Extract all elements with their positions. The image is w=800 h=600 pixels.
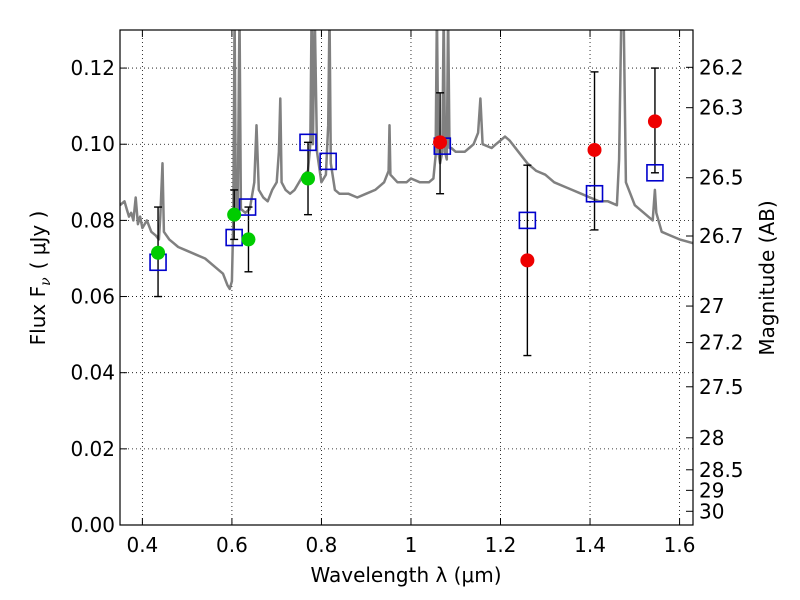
y-tick-label: 0.06 (70, 285, 115, 309)
model-photometry-square (319, 152, 337, 171)
x-tick-label: 0.4 (126, 533, 158, 557)
x-tick-label: 0.8 (306, 533, 338, 557)
y-axis-title-subscript: ν (38, 277, 54, 286)
model-photometry-square (585, 184, 604, 203)
y-tick-label: 0.00 (70, 513, 115, 537)
optical-data-point (301, 171, 316, 186)
y-axis-title-unit: ( μJy ) (26, 211, 50, 270)
y-tick-labels: 0.00 0.02 0.04 0.06 0.08 0.10 0.12 (70, 56, 115, 537)
spectrum-line (120, 30, 693, 291)
nir-data-point (433, 135, 448, 150)
y-axis-title: Flux Fν ( μJy ) (26, 211, 54, 346)
y2-tick-label: 26.7 (699, 224, 744, 248)
nir-data-point (587, 142, 602, 157)
x-axis-title: Wavelength λ (μm) (310, 563, 501, 587)
y-tick-label: 0.12 (70, 56, 115, 80)
model-photometry-square (299, 133, 317, 152)
y2-tick-label: 26.5 (699, 166, 744, 190)
model-photometry-square (646, 163, 664, 182)
x-tick-labels: 0.4 0.6 0.8 1 1.2 1.4 1.6 (126, 533, 695, 557)
optical-data-point (151, 245, 166, 260)
x-tick-label: 1.6 (664, 533, 696, 557)
x-tick-label: 1.4 (574, 533, 606, 557)
plot-background (120, 30, 693, 525)
model-spectrum (120, 30, 693, 291)
y-tick-label: 0.08 (70, 208, 115, 232)
nir-data-point (647, 114, 662, 129)
data-markers (149, 114, 664, 272)
grid-lines (120, 30, 693, 525)
y2-tick-label: 27 (699, 294, 724, 318)
y-tick-label: 0.10 (70, 132, 115, 156)
y-axis-title-main: Flux F (26, 286, 50, 345)
y2-tick-label: 29 (699, 478, 724, 502)
y2-tick-label: 30 (699, 499, 724, 523)
y2-tick-label: 26.2 (699, 55, 744, 79)
optical-data-point (227, 207, 242, 222)
y2-tick-label: 28.5 (699, 458, 744, 482)
svg-text:Flux Fν( μJy ): Flux Fν ( μJy ) (26, 211, 54, 346)
nir-data-point (520, 253, 535, 268)
y2-tick-label: 27.5 (699, 375, 744, 399)
axis-ticks (120, 30, 693, 526)
y2-axis-title: Magnitude (AB) (755, 200, 779, 355)
model-photometry-square (518, 211, 537, 230)
plot-frame (119, 29, 694, 526)
model-photometry-square (238, 198, 257, 216)
x-tick-label: 0.6 (216, 533, 248, 557)
y-tick-label: 0.02 (70, 437, 115, 461)
y-tick-label: 0.04 (70, 361, 115, 385)
x-tick-label: 1 (405, 533, 418, 557)
y2-tick-label: 26.3 (699, 96, 744, 120)
y2-tick-label: 27.2 (699, 331, 744, 355)
x-tick-label: 1.2 (485, 533, 517, 557)
optical-data-point (241, 232, 256, 247)
y2-tick-label: 28 (699, 426, 724, 450)
